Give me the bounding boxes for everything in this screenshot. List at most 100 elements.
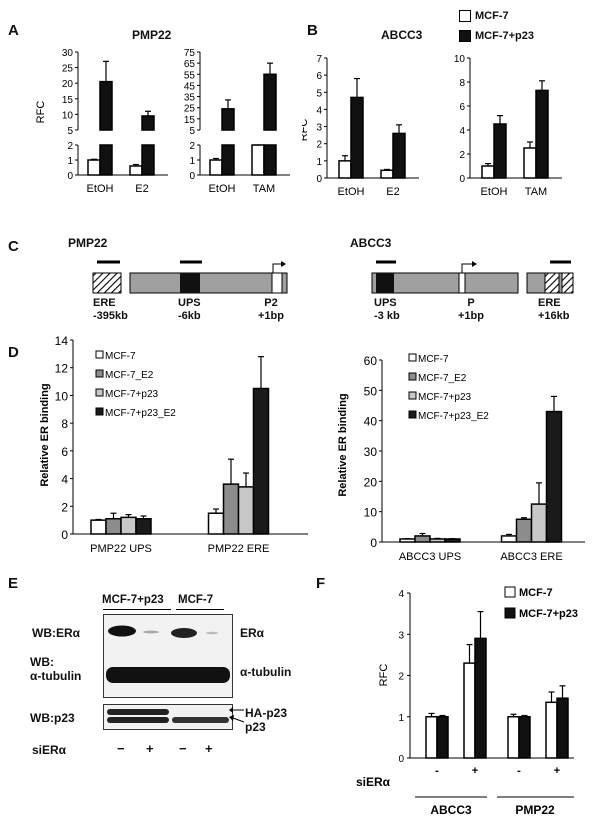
a-ylabel: RFC xyxy=(35,101,47,124)
chart-b: RFC 0 1 2 3 4 5 6 7 EtOH E2 0 2 4 6 8 10 EtOH TAM xyxy=(302,54,562,198)
blot-header-mcf7-p23: MCF-7+p23 xyxy=(102,594,164,606)
d-right-category-label: ABCC3 UPS xyxy=(399,551,461,563)
d-left-bar xyxy=(207,512,225,535)
f-bar-mcf7 xyxy=(545,701,558,759)
panel-letter-c: C xyxy=(8,238,19,255)
b-left-category-label: EtOH xyxy=(338,186,365,198)
panel-letter-a: A xyxy=(8,22,19,39)
blot-row-p23-right: HA-p23 p23 xyxy=(245,706,288,734)
a-right-tick-label-lo: 0 xyxy=(189,171,195,182)
gene-diagram xyxy=(92,260,574,294)
d-left-tick-label: 10 xyxy=(55,389,69,403)
b-left-bar-p23 xyxy=(350,96,364,179)
d-right-tick-label: 0 xyxy=(370,536,377,550)
f-sign: - xyxy=(517,765,521,777)
d-left-bar xyxy=(120,516,137,535)
b-right-tick-label: 2 xyxy=(459,150,465,161)
a-left-tick-label-lo: 0 xyxy=(67,171,73,182)
d-right-bar xyxy=(429,538,446,543)
panel-c-pmp22-title: PMP22 xyxy=(68,236,108,250)
d-right-bar xyxy=(515,518,533,543)
d-right-legend-swatch xyxy=(408,391,417,400)
f-bar-p23 xyxy=(474,637,487,759)
a-right-tick-label-hi: 65 xyxy=(184,59,196,70)
d-right-legend-label: MCF-7+p23 xyxy=(418,392,472,403)
f-sign: - xyxy=(435,765,439,777)
d-right-category-label: ABCC3 ERE xyxy=(500,551,562,563)
a-right-tick-label-hi: 75 xyxy=(184,48,196,59)
a-right-tick-label-lo: 1 xyxy=(189,156,195,167)
b-left-tick-label: 0 xyxy=(316,174,322,185)
a-left-bar-p23-hi xyxy=(141,115,155,131)
panel-c-abcc3-title: ABCC3 xyxy=(350,236,392,250)
a-left-tick-label-hi: 15 xyxy=(62,95,74,106)
d-left-tick-label: 14 xyxy=(55,334,69,348)
f-ylabel: RFC xyxy=(378,664,390,687)
e-sign-3: − xyxy=(179,741,187,756)
d-left-tick-label: 2 xyxy=(61,500,68,514)
d-right-tick-label: 50 xyxy=(364,384,378,398)
d-ylabel-left: Relative ER binding xyxy=(39,383,51,486)
blot-row-era-right: ERα xyxy=(240,626,265,640)
a-right-tick-label-hi: 5 xyxy=(189,126,195,137)
pmp22-ere-box xyxy=(92,272,122,294)
b-left-bar-p23 xyxy=(392,132,406,179)
b-ylabel: RFC xyxy=(302,119,310,142)
f-bar-mcf7 xyxy=(425,716,438,759)
d-left-category-label: PMP22 UPS xyxy=(90,543,152,555)
d-right-legend-swatch xyxy=(408,372,417,381)
blot-row-tubulin-right: α-tubulin xyxy=(240,665,292,679)
f-tick-label: 1 xyxy=(398,713,404,724)
blot-row-era-label: WB:ERα xyxy=(32,626,81,640)
b-left-tick-label: 5 xyxy=(316,88,322,99)
d-right-tick-label: 30 xyxy=(364,445,378,459)
f-legend-swatch-mcf7 xyxy=(504,586,516,598)
a-right-tick-label-hi: 25 xyxy=(184,104,196,115)
b-left-category-label: E2 xyxy=(386,186,399,198)
a-left-bar-p23-lo xyxy=(99,144,113,176)
f-bar-p23 xyxy=(518,716,531,759)
d-left-legend-swatch xyxy=(95,350,104,359)
d-left-legend-swatch xyxy=(95,407,104,416)
e-sign-2: + xyxy=(146,741,154,756)
legend-b-mcf7: MCF-7 xyxy=(459,10,509,23)
abcc3-p-label: P +1bp xyxy=(458,297,484,322)
a-left-bar-mcf7 xyxy=(129,165,143,176)
a-right-bar-p23-lo xyxy=(221,144,235,176)
a-left-tick-label-hi: 20 xyxy=(62,79,74,90)
f-tick-label: 0 xyxy=(398,754,404,765)
d-right-legend-label: MCF-7+p23_E2 xyxy=(418,411,489,422)
b-right-tick-label: 8 xyxy=(459,78,465,89)
d-left-bar xyxy=(135,518,152,535)
a-right-category-label: EtOH xyxy=(209,183,236,195)
d-right-bar xyxy=(414,535,431,543)
b-right-category-label: EtOH xyxy=(481,186,508,198)
panel-letter-f: F xyxy=(316,575,326,592)
d-right-tick-label: 20 xyxy=(364,475,378,489)
a-left-tick-label-hi: 30 xyxy=(62,48,74,59)
b-left-bar-mcf7 xyxy=(338,160,352,179)
a-left-category-label: E2 xyxy=(135,183,148,195)
blot-row-p23-label: WB:p23 xyxy=(30,711,75,725)
f-group-label: ABCC3 xyxy=(430,803,472,817)
chart-f: RFC 0 1 2 3 4 - + - + siERα ABCC3 PMP22 MCF-7 MCF-7+p2… xyxy=(356,586,578,817)
b-left-tick-label: 2 xyxy=(316,140,322,151)
d-right-legend-swatch xyxy=(408,410,417,419)
b-left-tick-label: 7 xyxy=(316,54,322,65)
f-bar-mcf7 xyxy=(463,662,476,759)
d-right-bar xyxy=(399,538,416,543)
panel-a-title: PMP22 xyxy=(132,28,172,42)
a-right-bar-p23-hi xyxy=(221,108,235,131)
d-left-legend-label: MCF-7 xyxy=(105,351,136,362)
d-right-bar xyxy=(545,410,563,543)
f-bar-p23 xyxy=(436,716,449,759)
d-right-bar xyxy=(530,503,548,543)
d-left-legend-label: MCF-7_E2 xyxy=(105,370,154,381)
a-left-tick-label-lo: 1 xyxy=(67,156,73,167)
a-left-tick-label-hi: 5 xyxy=(67,126,73,137)
a-right-bar-p23-lo xyxy=(263,144,277,176)
d-right-legend-label: MCF-7 xyxy=(418,354,449,365)
b-right-bar-p23 xyxy=(493,123,507,179)
panel-b-title: ABCC3 xyxy=(381,28,423,42)
